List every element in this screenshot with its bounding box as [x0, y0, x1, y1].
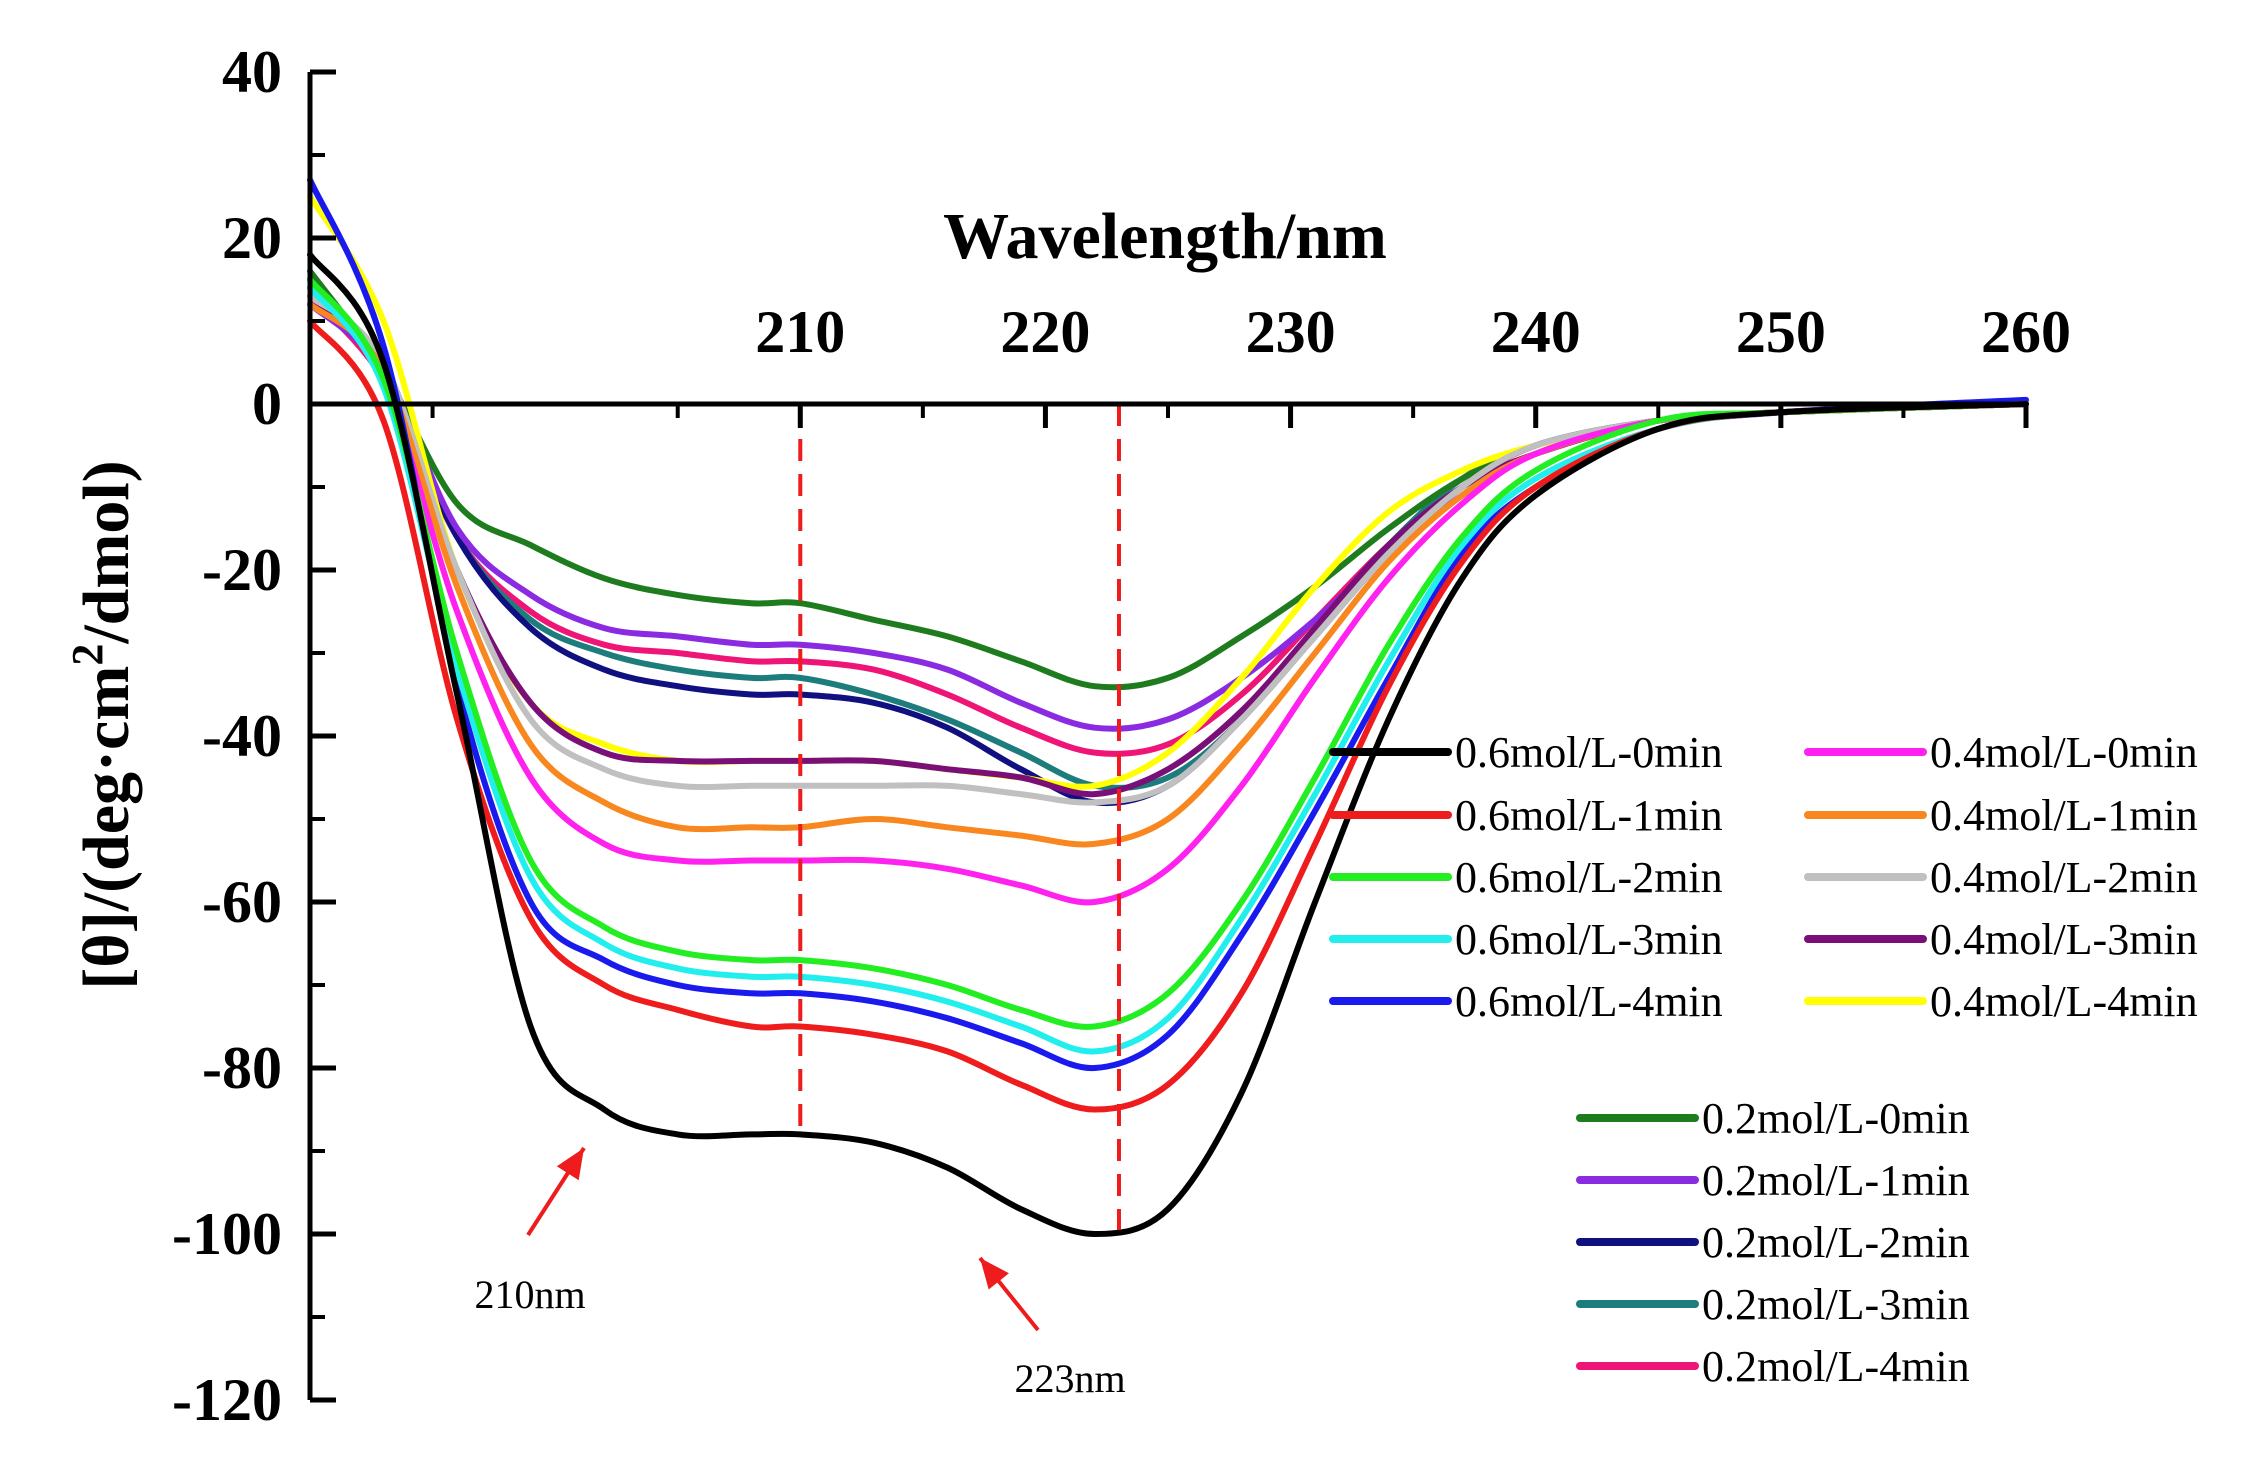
y-tick-label: -120: [172, 1367, 282, 1433]
y-tick-label: -60: [202, 869, 282, 935]
x-tick-label: 240: [1491, 299, 1581, 365]
annotations: 210nm 223nm: [474, 404, 1126, 1401]
annotation-label: 223nm: [1014, 1356, 1125, 1401]
y-tick-label: 0: [252, 371, 282, 437]
legend-label: 0.4mol/L-3min: [1930, 915, 2198, 964]
series-line-0.4mol/L-0min: [307, 276, 2029, 906]
y-tick-label: -40: [202, 703, 282, 769]
x-axis-title: Wavelength/nm: [943, 200, 1387, 273]
legend-label: 0.6mol/L-3min: [1455, 915, 1723, 964]
annotation-arrow-head: [980, 1258, 1009, 1290]
legend-label: 0.4mol/L-2min: [1930, 853, 2198, 902]
legend-label: 0.2mol/L-4min: [1702, 1342, 1970, 1391]
legend-label: 0.2mol/L-2min: [1702, 1218, 1970, 1267]
y-axis-title: [θ]/(deg·cm2/dmol): [63, 460, 143, 989]
legend-label: 0.6mol/L-1min: [1455, 791, 1723, 840]
annotation-arrow-head: [556, 1148, 584, 1181]
series-line-0.6mol/L-0min: [307, 251, 2029, 1237]
series-line-0.2mol/L-1min: [307, 301, 2029, 732]
x-tick-label: 220: [1000, 299, 1090, 365]
y-tick-label: 20: [222, 205, 282, 271]
legend: 0.6mol/L-0min 0.4mol/L-0min 0.6mol/L-1min 0…: [1329, 728, 2198, 1391]
x-tick-label: 260: [1981, 299, 2071, 365]
x-tick-label: 210: [755, 299, 845, 365]
y-tick-label: 40: [222, 39, 282, 105]
x-tick-label: 250: [1736, 299, 1826, 365]
annotation-label: 210nm: [474, 1272, 585, 1317]
series-line-0.6mol/L-3min: [307, 284, 2029, 1055]
series-line-0.4mol/L-4min: [307, 193, 2029, 790]
x-tick-label: 230: [1246, 299, 1336, 365]
legend-label: 0.6mol/L-4min: [1455, 977, 1723, 1026]
series-line-0.2mol/L-2min: [307, 284, 2029, 807]
y-tick-label: -100: [172, 1201, 282, 1267]
legend-label: 0.2mol/L-0min: [1702, 1094, 1970, 1143]
series-line-0.4mol/L-1min: [307, 301, 2029, 848]
y-tick-label: -20: [202, 537, 282, 603]
axes: 40 20 0 -20 -40 -60 -80 -100 -120 210 220 230 240 250…: [63, 39, 2071, 1433]
legend-label: 0.2mol/L-1min: [1702, 1156, 1970, 1205]
y-tick-label: -80: [202, 1035, 282, 1101]
legend-label: 0.4mol/L-0min: [1930, 728, 2198, 777]
legend-label: 0.6mol/L-2min: [1455, 853, 1723, 902]
series-line-0.4mol/L-2min: [307, 293, 2029, 806]
series-line-0.6mol/L-1min: [307, 318, 2029, 1113]
series-line-0.6mol/L-2min: [307, 276, 2029, 1030]
series-lines: [307, 176, 2029, 1237]
legend-label: 0.4mol/L-1min: [1930, 791, 2198, 840]
legend-label: 0.4mol/L-4min: [1930, 977, 2198, 1026]
legend-label: 0.2mol/L-3min: [1702, 1280, 1970, 1329]
legend-label: 0.6mol/L-0min: [1455, 728, 1723, 777]
